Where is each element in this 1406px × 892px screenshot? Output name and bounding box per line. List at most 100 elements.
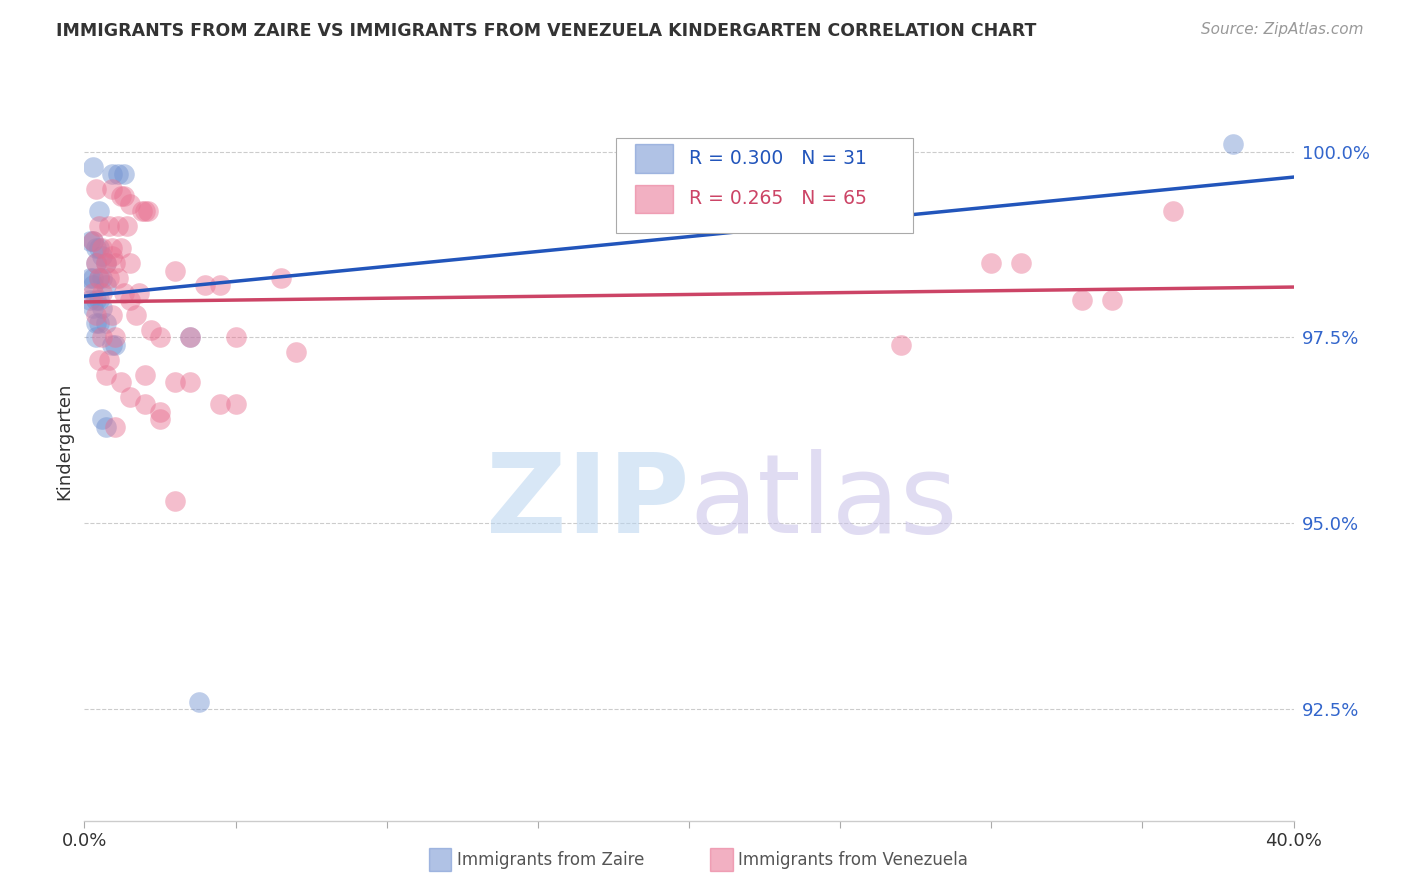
Point [79,271,101,285]
Point [285,345,308,359]
Point [194,278,217,293]
Point [104,338,127,352]
Point [82,285,104,300]
Point [890,338,912,352]
Point [134,368,156,382]
Point [179,330,201,344]
Point [209,278,232,293]
Point [115,219,138,233]
Point [209,397,232,411]
Point [1222,137,1244,152]
Point [112,167,135,181]
Point [149,405,172,419]
Text: atlas: atlas [689,449,957,556]
Point [165,494,187,508]
Point [86,256,108,270]
Point [980,256,1002,270]
Text: IMMIGRANTS FROM ZAIRE VS IMMIGRANTS FROM VENEZUELA KINDERGARTEN CORRELATION CHAR: IMMIGRANTS FROM ZAIRE VS IMMIGRANTS FROM… [56,22,1036,40]
Point [1071,293,1094,308]
Point [107,219,129,233]
Point [86,308,108,322]
Point [110,189,132,203]
Text: R = 0.300   N = 31: R = 0.300 N = 31 [689,149,868,169]
Point [91,301,114,315]
Point [94,368,117,382]
Point [86,316,108,330]
Point [165,375,187,389]
Text: Source: ZipAtlas.com: Source: ZipAtlas.com [1201,22,1364,37]
Point [91,271,114,285]
Text: ZIP: ZIP [485,449,689,556]
Point [100,167,122,181]
Point [94,278,117,293]
Point [89,241,111,255]
Point [118,256,141,270]
Point [225,330,247,344]
Point [86,330,108,344]
Point [91,241,114,255]
Point [270,271,292,285]
Point [225,397,247,411]
Point [139,323,162,337]
Point [128,285,150,300]
Point [179,330,201,344]
Y-axis label: Kindergarten: Kindergarten [55,383,73,500]
Point [149,330,172,344]
Point [1011,256,1033,270]
Point [86,256,108,270]
Text: Immigrants from Zaire: Immigrants from Zaire [457,851,644,869]
Text: R = 0.265   N = 65: R = 0.265 N = 65 [689,189,868,209]
Point [91,412,114,426]
Point [136,204,159,219]
Point [89,204,111,219]
Point [79,234,101,248]
Point [118,293,141,308]
Point [104,256,127,270]
Point [82,301,104,315]
Point [97,271,120,285]
Point [100,308,122,322]
Point [89,293,111,308]
Point [94,419,117,434]
Point [97,219,120,233]
Point [91,330,114,344]
Point [107,271,129,285]
Point [118,196,141,211]
Point [125,308,148,322]
Point [94,256,117,270]
Point [86,182,108,196]
Point [82,271,104,285]
Point [86,293,108,308]
Point [110,375,132,389]
Point [89,316,111,330]
Point [112,189,135,203]
Point [112,285,135,300]
Text: 0.0%: 0.0% [62,831,107,850]
Point [100,338,122,352]
Point [104,330,127,344]
Point [107,167,129,181]
Text: 40.0%: 40.0% [1265,831,1322,850]
Point [82,234,104,248]
Point [134,204,156,219]
Point [89,271,111,285]
Point [82,234,104,248]
FancyBboxPatch shape [616,138,912,233]
Point [79,293,101,308]
Point [118,390,141,404]
Point [110,241,132,255]
Point [131,204,153,219]
Point [89,271,111,285]
Point [82,278,104,293]
Point [188,695,211,709]
Point [149,412,172,426]
Bar [634,185,673,213]
Point [100,182,122,196]
Point [82,160,104,174]
Point [1161,204,1184,219]
Point [165,263,187,277]
Point [179,375,201,389]
Point [97,352,120,367]
Point [91,249,114,263]
Bar [634,145,673,173]
